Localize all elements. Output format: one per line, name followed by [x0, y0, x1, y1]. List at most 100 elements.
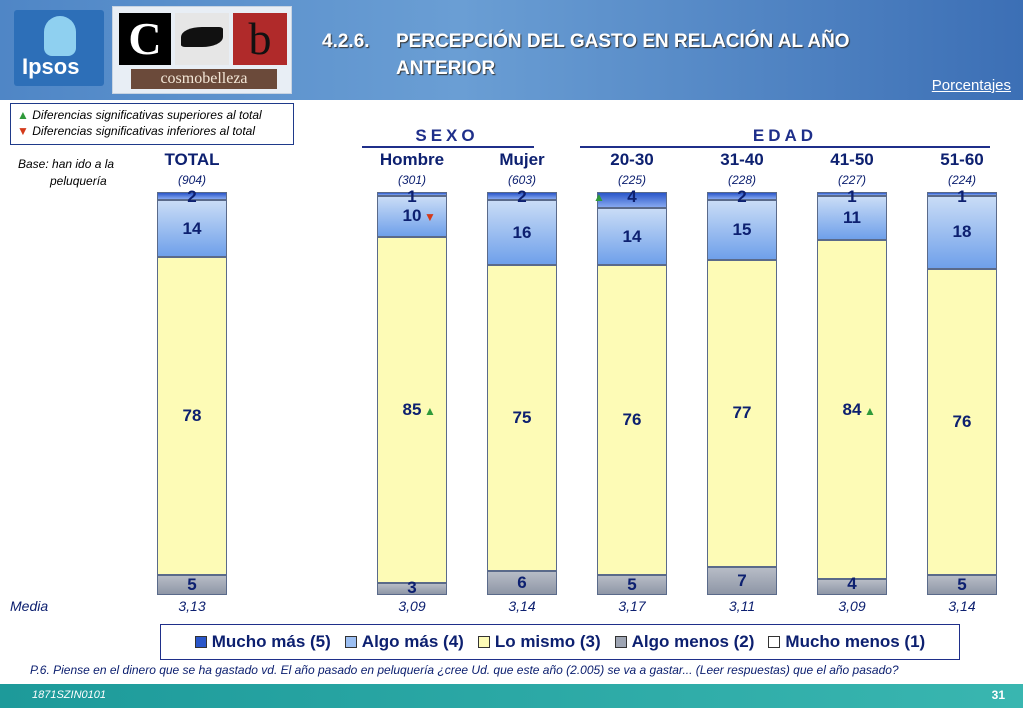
- sample-size-20-30: (225): [617, 173, 646, 187]
- cosmobelleza-wordmark: cosmobelleza: [131, 69, 277, 89]
- bar-segment-algo-menos-31-40: [707, 567, 777, 595]
- significance-up-icon: ▲: [593, 190, 605, 204]
- value-label-lo-mismo-20-30: 76: [622, 409, 642, 429]
- bar-segment-algo-menos-mujer: [487, 570, 557, 595]
- group-line-edad: [580, 146, 990, 148]
- porcentajes-link[interactable]: Porcentajes: [931, 77, 1011, 94]
- legend-item-mucho-mas: Mucho más (5): [194, 632, 331, 652]
- legend-swatch-algo-mas: [344, 636, 357, 648]
- chart-legend: Mucho más (5) Algo más (4) Lo mismo (3) …: [160, 624, 960, 660]
- media-value-hombre: 3,09: [398, 598, 426, 614]
- base-note: Base: han ido a la peluquería: [18, 156, 114, 190]
- value-label-mucho-mas-51-60: 1: [957, 187, 967, 206]
- value-label-lo-mismo-hombre: 85: [402, 399, 422, 419]
- legend-swatch-mucho-mas: [194, 636, 207, 648]
- sample-size-51-60: (224): [947, 173, 976, 187]
- value-label-mucho-mas-total: 2: [187, 187, 197, 206]
- ipsos-logo: Ipsos: [14, 10, 104, 86]
- sample-size-41-50: (227): [837, 173, 866, 187]
- group-title-sexo: SEXO: [415, 126, 479, 145]
- value-label-mucho-mas-41-50: 1: [847, 187, 857, 206]
- value-label-lo-mismo-31-40: 77: [732, 403, 752, 423]
- value-label-mucho-mas-31-40: 2: [737, 187, 747, 206]
- sample-size-total: (904): [177, 173, 206, 187]
- value-label-algo-mas-31-40: 15: [732, 219, 752, 239]
- title-line-2: ANTERIOR: [396, 58, 496, 79]
- value-label-lo-mismo-41-50: 84: [842, 399, 862, 419]
- bar-segment-mucho-mas-mujer: [487, 192, 557, 201]
- value-label-algo-mas-20-30: 14: [622, 226, 642, 246]
- question-text: P.6. Piense en el dinero que se ha gasta…: [30, 663, 899, 677]
- bar-segment-mucho-mas-51-60: [927, 192, 997, 197]
- bar-segment-algo-menos-20-30: [597, 574, 667, 595]
- value-label-lo-mismo-mujer: 75: [512, 407, 532, 427]
- column-label-total: TOTAL: [164, 150, 220, 169]
- cosmobelleza-figure-icon: [175, 13, 229, 65]
- bar-segment-lo-mismo-mujer: [487, 265, 557, 571]
- value-label-algo-mas-mujer: 16: [512, 222, 532, 242]
- ipsos-head-icon: [44, 16, 76, 56]
- sample-size-hombre: (301): [397, 173, 426, 187]
- media-label: Media: [10, 598, 49, 614]
- bar-segment-algo-mas-20-30: [597, 208, 667, 266]
- group-line-sexo: [362, 146, 534, 148]
- bar-41-50: [817, 192, 887, 595]
- group-title-edad: EDAD: [752, 126, 818, 145]
- value-label-mucho-mas-mujer: 2: [517, 187, 527, 206]
- value-label-algo-menos-total: 5: [187, 574, 197, 594]
- value-label-algo-mas-hombre: 10: [402, 206, 422, 226]
- value-label-algo-menos-20-30: 5: [627, 574, 637, 594]
- triangle-up-icon: ▲: [17, 108, 29, 122]
- bar-segment-mucho-mas-total: [157, 192, 227, 201]
- legend-label-algo-menos: Algo menos (2): [631, 632, 755, 651]
- value-label-algo-menos-mujer: 6: [517, 572, 527, 592]
- bar-segment-algo-menos-51-60: [927, 574, 997, 595]
- value-label-algo-menos-51-60: 5: [957, 574, 967, 594]
- legend-label-mucho-menos: Mucho menos (1): [785, 632, 926, 651]
- cosmobelleza-logo: C b cosmobelleza: [112, 6, 292, 94]
- significance-down-icon: ▼: [424, 210, 436, 225]
- value-label-lo-mismo-51-60: 76: [952, 411, 972, 431]
- sample-size-31-40: (228): [727, 173, 756, 187]
- bar-20-30: [597, 192, 667, 595]
- bar-segment-mucho-mas-20-30: [597, 192, 667, 209]
- value-label-algo-menos-31-40: 7: [737, 571, 747, 591]
- bar-segment-algo-mas-51-60: [927, 196, 997, 269]
- value-label-algo-mas-41-50: 11: [843, 208, 861, 228]
- header-banner: Ipsos C b cosmobelleza 4.2.6. PERCEPCIÓN…: [0, 0, 1023, 100]
- legend-item-lo-mismo: Lo mismo (3): [477, 632, 601, 652]
- bar-segment-algo-mas-31-40: [707, 199, 777, 260]
- footer-code: 1871SZIN0101: [32, 689, 106, 701]
- bar-segment-lo-mismo-total: [157, 257, 227, 575]
- value-label-algo-menos-hombre: 3: [407, 577, 417, 597]
- cosmobelleza-b-letter: b: [233, 13, 287, 65]
- bar-segment-algo-mas-mujer: [487, 200, 557, 266]
- column-label-31-40: 31-40: [720, 150, 764, 169]
- legend-swatch-mucho-menos: [768, 636, 781, 648]
- sample-size-mujer: (603): [507, 173, 536, 187]
- title-number: 4.2.6.: [322, 31, 370, 52]
- value-label-mucho-mas-20-30: 4: [627, 187, 637, 206]
- base-line-1: Base: han ido a la: [18, 157, 115, 171]
- value-label-algo-mas-total: 14: [182, 218, 202, 238]
- legend-item-mucho-menos: Mucho menos (1): [768, 632, 925, 652]
- bar-segment-algo-menos-41-50: [817, 578, 887, 595]
- column-label-20-30: 20-30: [610, 150, 654, 169]
- footer-bar: 1871SZIN0101 31: [0, 684, 1023, 708]
- bar-segment-algo-menos-total: [157, 574, 227, 595]
- value-label-algo-mas-51-60: 18: [952, 222, 972, 242]
- bar-segment-algo-mas-total: [157, 200, 227, 258]
- column-label-41-50: 41-50: [830, 150, 874, 169]
- media-value-41-50: 3,09: [838, 598, 866, 614]
- bar-segment-lo-mismo-31-40: [707, 259, 777, 568]
- legend-down-row: ▼ Diferencias significativas inferiores …: [17, 123, 287, 139]
- bar-51-60: [927, 192, 997, 595]
- bar-segment-lo-mismo-51-60: [927, 268, 997, 575]
- value-label-lo-mismo-total: 78: [182, 405, 202, 425]
- significance-up-icon: ▲: [864, 403, 876, 418]
- legend-swatch-lo-mismo: [477, 636, 490, 648]
- bar-segment-lo-mismo-hombre: [377, 236, 447, 583]
- legend-item-algo-mas: Algo más (4): [344, 632, 464, 652]
- value-label-mucho-mas-hombre: 1: [407, 187, 417, 206]
- legend-up-text: Diferencias significativas superiores al…: [32, 108, 262, 122]
